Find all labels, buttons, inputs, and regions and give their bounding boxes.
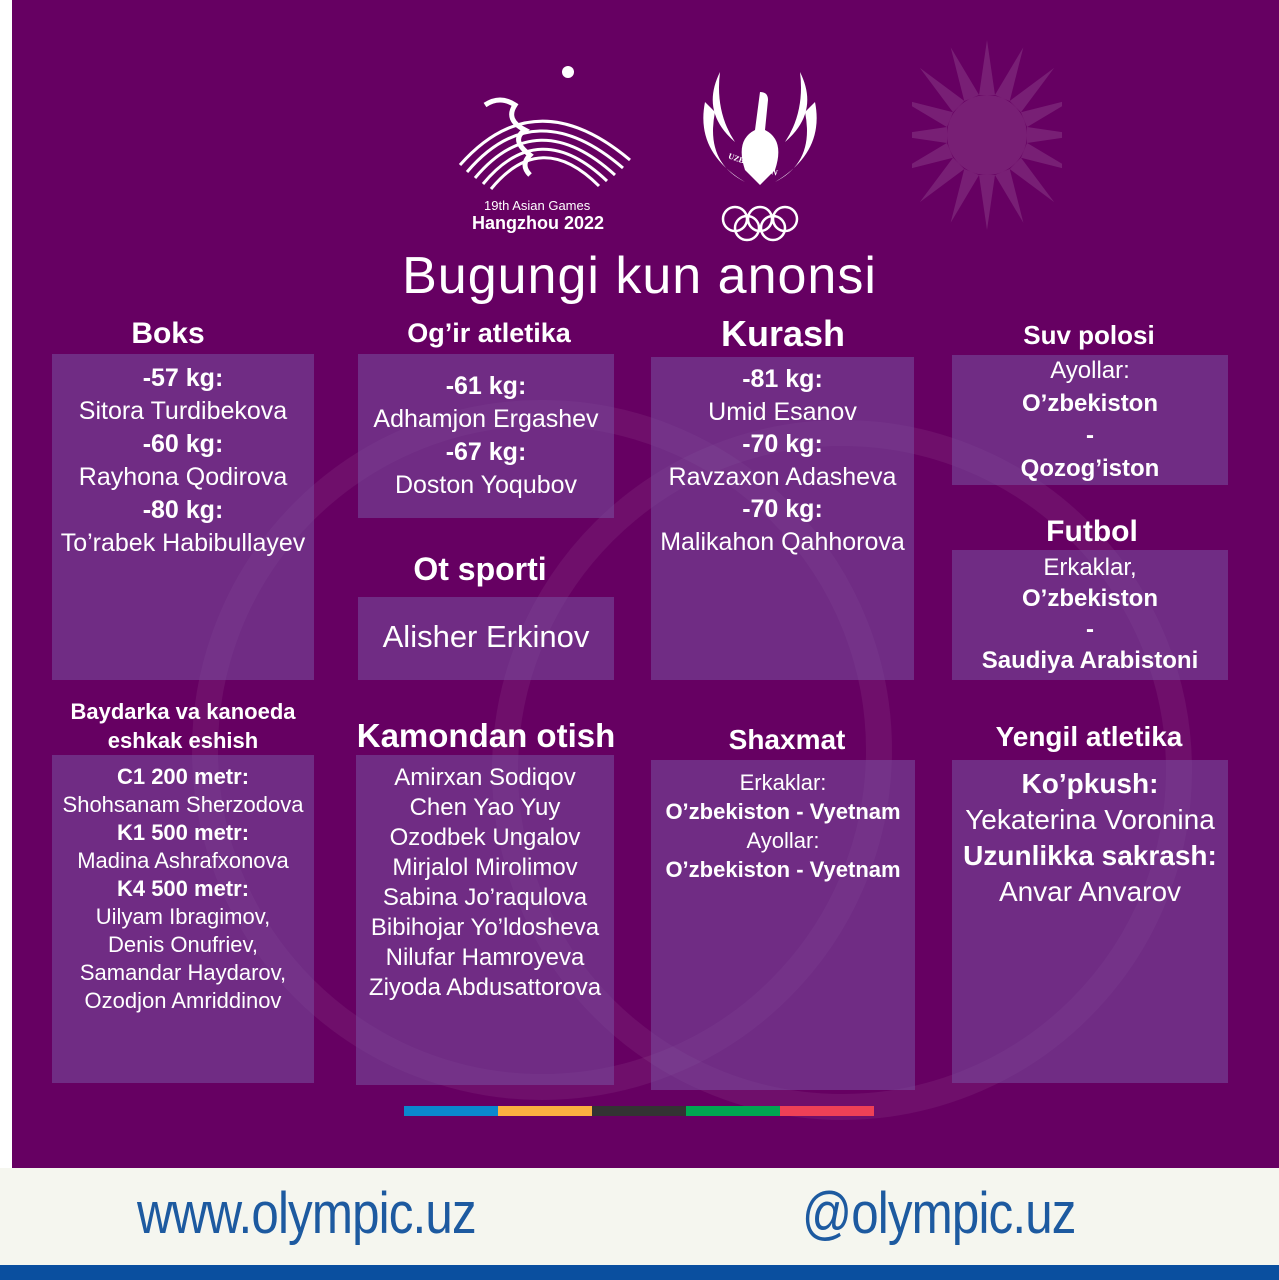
- category-label: -80 kg:: [142, 496, 224, 524]
- color-strip-segment: [592, 1106, 686, 1116]
- section-title: Ot sporti: [413, 551, 547, 587]
- athlete-name: Ozodjon Amriddinov: [84, 988, 282, 1013]
- category-label: -: [1086, 422, 1094, 449]
- footer: [0, 1168, 1279, 1265]
- section-panel: -57 kg: Sitora Turdibekova -60 kg: Rayhona …: [52, 354, 314, 680]
- category-label: -81 kg:: [742, 365, 823, 393]
- category-label: -61 kg:: [445, 372, 527, 400]
- section-panel: Erkaklar, O’zbekiston - Saudiya Arabistoni: [952, 550, 1228, 680]
- color-strip-segment: [780, 1106, 874, 1116]
- color-strip-segment: [686, 1106, 780, 1116]
- athlete-name: Ravzaxon Adasheva: [668, 462, 897, 491]
- athlete-name: Erkaklar,: [1043, 554, 1137, 581]
- section-panel: -61 kg: Adhamjon Ergashev -67 kg: Doston Yo…: [358, 354, 614, 518]
- footer-accent-bar: [0, 1265, 1279, 1280]
- category-label: Saudiya Arabistoni: [981, 647, 1199, 674]
- section-title: Suv polosi: [1023, 320, 1155, 350]
- athlete-name: Sabina Jo’raqulova: [382, 884, 588, 911]
- section-panel: Alisher Erkinov: [358, 597, 614, 680]
- category-label: O’zbekiston: [1021, 389, 1159, 417]
- section-panel: C1 200 metr: Shohsanam Sherzodova K1 500 m…: [52, 755, 314, 1083]
- sun-decoration-icon: [912, 40, 1062, 230]
- athlete-name: Adhamjon Ergashev: [373, 405, 599, 433]
- athlete-name: To’rabek Habibullayev: [60, 529, 306, 557]
- color-strip-segment: [498, 1106, 592, 1116]
- athlete-name: Denis Onufriev,: [108, 932, 258, 957]
- category-label: K1 500 metr:: [116, 820, 250, 845]
- athlete-name: Anvar Anvarov: [998, 876, 1182, 907]
- category-label: C1 200 metr:: [116, 764, 250, 789]
- athlete-name: Rayhona Qodirova: [78, 463, 288, 491]
- section-title: Boks: [131, 317, 205, 350]
- athlete-name: Ozodbek Ungalov: [389, 824, 581, 851]
- athlete-name: Alisher Erkinov: [382, 619, 590, 654]
- section-title: Kamondan otish: [356, 717, 616, 754]
- athlete-name: Shohsanam Sherzodova: [62, 792, 304, 817]
- athlete-name: Sitora Turdibekova: [78, 397, 288, 425]
- athlete-name: Bibihojar Yo’ldosheva: [370, 914, 600, 941]
- athlete-name: Uilyam Ibragimov,: [95, 904, 271, 929]
- section-panel: Ayollar: O’zbekiston - Qozog’iston: [952, 355, 1228, 485]
- section-title: Baydarka va kanoeda eshkak eshish: [70, 699, 296, 753]
- color-strip-segment: [404, 1106, 498, 1116]
- athlete-name: Ayollar:: [746, 828, 820, 853]
- athlete-name: Doston Yoqubov: [394, 471, 578, 499]
- bird-emblem-icon: [703, 72, 817, 242]
- hangzhou-emblem-icon: [458, 66, 631, 190]
- website-link[interactable]: www.olympic.uz: [137, 1181, 477, 1246]
- category-label: Uzunlikka sakrash:: [963, 840, 1217, 871]
- category-label: -60 kg:: [142, 430, 224, 458]
- section-panel: Ko’pkush: Yekaterina Voronina Uzunlikka sa…: [952, 760, 1228, 1083]
- social-handle[interactable]: @olympic.uz: [802, 1181, 1076, 1246]
- category-label: K4 500 metr:: [116, 876, 250, 901]
- athlete-name: Chen Yao Yuy: [409, 794, 561, 821]
- category-label: O’zbekiston - Vyetnam: [665, 799, 901, 824]
- athlete-name: Malikahon Qahhorova: [660, 527, 905, 556]
- category-label: Ko’pkush:: [1021, 768, 1159, 799]
- athlete-name: Nilufar Hamroyeva: [385, 944, 585, 971]
- section-panel: -81 kg: Umid Esanov -70 kg: Ravzaxon Adashe…: [651, 357, 914, 680]
- games-logo-line1: 19th Asian Games: [484, 198, 591, 213]
- athlete-name: Yekaterina Voronina: [965, 804, 1215, 835]
- category-label: -70 kg:: [742, 430, 823, 458]
- category-label: -67 kg:: [445, 438, 527, 466]
- section-title: Shaxmat: [728, 724, 846, 755]
- athlete-name: Madina Ashrafxonova: [77, 848, 289, 873]
- category-label: -57 kg:: [142, 364, 224, 392]
- athlete-name: Umid Esanov: [708, 397, 857, 426]
- section-panel: Amirxan Sodiqov Chen Yao Yuy Ozodbek Ungal…: [356, 755, 614, 1085]
- section-title: Yengil atletika: [995, 721, 1183, 752]
- athlete-name: Mirjalol Mirolimov: [392, 854, 578, 881]
- section-title: Og’ir atletika: [407, 318, 571, 348]
- athlete-name: Erkaklar:: [739, 770, 827, 795]
- athlete-name: Samandar Haydarov,: [79, 960, 287, 985]
- athlete-name: Amirxan Sodiqov: [394, 764, 576, 791]
- athlete-name: Ayollar:: [1050, 357, 1130, 384]
- category-label: O’zbekiston: [1021, 585, 1159, 612]
- category-label: -70 kg:: [742, 495, 823, 523]
- section-title: Futbol: [1046, 515, 1138, 548]
- section-title: Kurash: [720, 313, 846, 354]
- category-label: Qozog’iston: [1020, 454, 1160, 482]
- category-label: O’zbekiston - Vyetnam: [665, 857, 901, 882]
- page-title: Bugungi kun anonsi: [402, 247, 877, 305]
- section-panel: Erkaklar: O’zbekiston - Vyetnam Ayollar: O’…: [651, 760, 915, 1090]
- games-logo-line2: Hangzhou 2022: [472, 213, 605, 233]
- category-label: -: [1086, 616, 1094, 643]
- olympic-color-strip: [404, 1106, 874, 1116]
- athlete-name: Ziyoda Abdusattorova: [368, 974, 602, 1001]
